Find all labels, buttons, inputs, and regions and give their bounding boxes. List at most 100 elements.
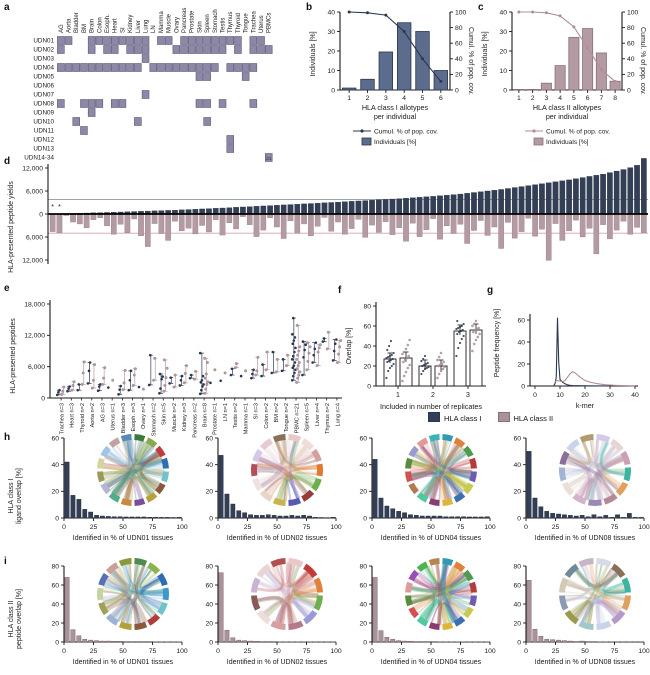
chord-segment	[453, 437, 466, 448]
xtick: 25	[398, 648, 406, 655]
ci-dot	[425, 366, 428, 370]
xlabel: Identified in % of UDN04 tissues	[381, 535, 482, 542]
matrix-cell	[203, 99, 211, 108]
ytick: 20	[51, 489, 59, 496]
chord-segment	[134, 434, 146, 442]
hist-bar	[544, 511, 550, 519]
chord-ribbon	[595, 454, 625, 502]
class-i-dot	[251, 372, 254, 376]
xlabel-line2: per individual	[374, 112, 417, 121]
class-ii-dot	[295, 357, 299, 361]
class-ii-dot	[317, 346, 321, 350]
chord-ribbon	[283, 439, 314, 464]
class-i-dot	[200, 388, 203, 392]
matrix-col-label: Kidney	[128, 15, 134, 33]
category-label: Aorta n=2	[90, 403, 96, 427]
chord-ribbon	[579, 477, 611, 499]
chord-ribbon	[258, 473, 281, 494]
chord-ribbon	[410, 594, 436, 621]
legend-swatch	[533, 137, 544, 146]
chord-ribbon	[575, 564, 602, 618]
xlabel: Identified in % of UDN01 tissues	[73, 535, 174, 542]
class-ii-dot	[183, 372, 187, 375]
class-ii-dot	[326, 330, 330, 334]
class-i-bar	[641, 158, 647, 215]
class-ii-bar	[144, 213, 151, 247]
hist-bar	[562, 640, 567, 643]
ytick-right: 20	[455, 72, 463, 79]
cumulative-dot	[384, 13, 388, 17]
ci-dot	[391, 357, 394, 361]
class-i-dot	[314, 341, 318, 344]
hist-bar	[70, 495, 76, 519]
cii-dot	[437, 355, 441, 359]
chord-segment	[120, 434, 132, 442]
hist-bar	[372, 577, 378, 643]
chord-segment	[603, 493, 618, 505]
category-label: Muscle n=2	[172, 403, 178, 432]
cii-dot	[402, 374, 406, 378]
hist-bar	[230, 503, 236, 519]
hist-bar	[88, 639, 94, 643]
class-i-bar	[607, 172, 613, 215]
class-ii-dot	[131, 384, 135, 387]
matrix-col-label: Ovary	[174, 17, 180, 33]
class-ii-dot	[307, 351, 311, 355]
class-i-bar	[559, 180, 566, 215]
class-ii-bar	[369, 213, 375, 226]
chord-segment	[161, 471, 169, 483]
cii-dot	[441, 367, 445, 371]
cumulative-dot	[613, 79, 617, 83]
ci-dot	[387, 369, 390, 373]
matrix-col-label: BM	[82, 24, 88, 33]
class-i-dot	[321, 340, 325, 343]
cii-dot	[474, 338, 478, 342]
ytick-left: 10	[327, 68, 335, 75]
hist-bar	[484, 516, 490, 519]
class-i-bar	[443, 195, 450, 215]
ci-dot	[457, 326, 460, 330]
chord-ribbon	[410, 439, 439, 481]
ci-dot	[427, 365, 430, 369]
matrix-cell	[241, 72, 250, 81]
class-ii-bar	[206, 213, 212, 233]
ytick-right: 60	[455, 41, 463, 48]
chord-ribbon	[565, 455, 593, 501]
class-i-bar	[613, 170, 620, 215]
class-i-bar	[579, 177, 586, 215]
chord-ribbon	[264, 593, 319, 618]
class-ii-dot	[275, 357, 279, 361]
xlabel: Identified in % of UDN08 tissues	[535, 659, 636, 666]
chord-ribbon	[102, 575, 127, 606]
xtick: 25	[552, 524, 560, 531]
xtick: 40	[631, 392, 639, 399]
hist-bar	[289, 515, 295, 519]
legend-bar-label: Individuals [%]	[546, 139, 589, 146]
chord-ribbon	[425, 469, 473, 499]
matrix-cell	[203, 45, 211, 54]
category-label: Tongue n=2	[284, 403, 290, 432]
chord-ribbon	[566, 580, 619, 616]
matrix-cell	[111, 45, 119, 54]
matrix-cell	[218, 99, 227, 108]
chord-ribbon	[125, 578, 162, 625]
hist-bar	[615, 514, 620, 519]
ytick-right: 0	[627, 87, 631, 94]
matrix-row-label: UDN14-34	[24, 155, 54, 162]
hist-bar	[111, 641, 117, 643]
class-ii-dot	[264, 368, 268, 372]
matrix-cell	[203, 72, 211, 81]
matrix-row-label: UDN01	[33, 38, 54, 45]
category-label: Prostate n=1	[213, 403, 219, 435]
hist-bar	[176, 517, 182, 519]
class-ii-bar	[49, 213, 56, 232]
ytick: 20	[359, 489, 367, 496]
chord-segment	[559, 450, 570, 466]
cii-dot	[471, 349, 474, 353]
chord-segment	[578, 620, 594, 630]
chord-ribbon	[441, 439, 467, 489]
hist-bar	[478, 516, 484, 519]
matrix-col-label: AG	[59, 24, 65, 33]
chord-segment	[408, 569, 419, 582]
class-i-dot	[88, 361, 92, 364]
